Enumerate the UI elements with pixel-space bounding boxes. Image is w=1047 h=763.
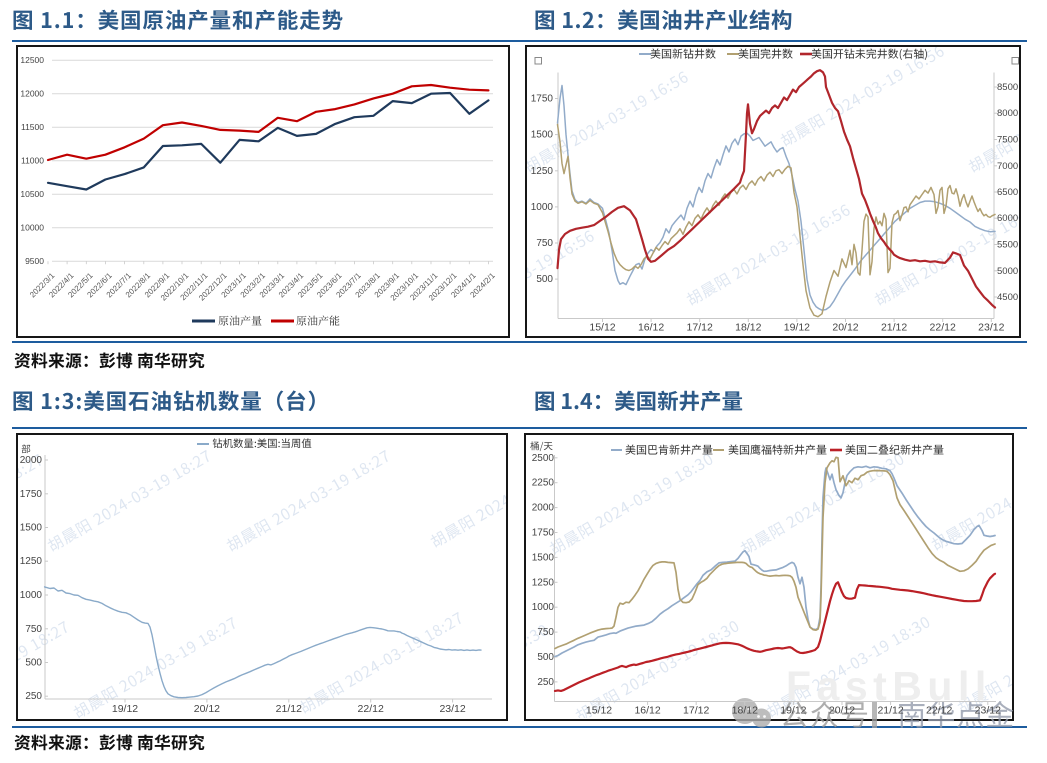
svg-text:20/12: 20/12 [832,321,858,333]
svg-text:16/12: 16/12 [638,321,664,333]
svg-text:19/12: 19/12 [112,703,138,715]
svg-text:1000: 1000 [532,602,555,613]
svg-text:1750: 1750 [531,93,554,104]
svg-text:17/12: 17/12 [687,321,713,333]
svg-text:6500: 6500 [997,187,1018,198]
svg-text:22/12: 22/12 [358,703,384,715]
svg-text:1000: 1000 [20,590,43,601]
svg-text:22/12: 22/12 [926,705,952,717]
svg-text:1250: 1250 [20,556,43,567]
svg-text:19/12: 19/12 [780,705,806,717]
svg-text:11000: 11000 [21,155,44,165]
svg-text:23/12: 23/12 [978,321,1004,333]
svg-text:17/12: 17/12 [683,705,709,717]
svg-text:22/12: 22/12 [930,321,956,333]
svg-text:16/12: 16/12 [634,705,660,717]
svg-text:750: 750 [536,238,553,249]
svg-text:21/12: 21/12 [881,321,907,333]
svg-text:1500: 1500 [20,523,43,534]
svg-text:23/12: 23/12 [439,703,465,715]
svg-text:250: 250 [25,691,42,702]
svg-text:7000: 7000 [997,160,1018,171]
svg-text:750: 750 [25,624,42,635]
svg-text:9500: 9500 [25,256,44,266]
svg-text:15/12: 15/12 [589,321,615,333]
svg-text:6000: 6000 [997,213,1018,224]
svg-text:8500: 8500 [997,82,1018,93]
svg-text:12500: 12500 [20,55,44,65]
svg-text:20/12: 20/12 [829,705,855,717]
svg-text:18/12: 18/12 [732,705,758,717]
svg-text:8000: 8000 [997,108,1018,119]
svg-text:21/12: 21/12 [276,703,302,715]
svg-text:750: 750 [537,627,554,638]
svg-text:10000: 10000 [20,222,44,232]
svg-text:500: 500 [25,658,42,669]
svg-text:23/12: 23/12 [975,705,1001,717]
svg-text:2000: 2000 [532,503,555,514]
svg-text:5000: 5000 [997,265,1018,276]
svg-text:18/12: 18/12 [735,321,761,333]
svg-text:20/12: 20/12 [194,703,220,715]
svg-text:11500: 11500 [21,122,44,132]
svg-text:1500: 1500 [531,129,554,140]
svg-text:1750: 1750 [20,489,43,500]
svg-text:19/12: 19/12 [784,321,810,333]
svg-text:15/12: 15/12 [586,705,612,717]
svg-text:21/12: 21/12 [877,705,903,717]
svg-text:4500: 4500 [997,292,1018,303]
svg-text:500: 500 [537,652,554,663]
svg-text:2250: 2250 [532,478,555,489]
svg-text:1250: 1250 [531,165,554,176]
svg-text:7500: 7500 [997,134,1018,145]
svg-text:10500: 10500 [20,189,44,199]
svg-text:1500: 1500 [532,552,555,563]
svg-text:1750: 1750 [532,528,555,539]
svg-text:1000: 1000 [531,201,554,212]
svg-text:500: 500 [536,274,553,285]
svg-text:250: 250 [537,677,554,688]
svg-text:5500: 5500 [997,239,1018,250]
svg-text:2500: 2500 [532,453,555,464]
svg-text:12000: 12000 [20,88,44,98]
svg-text:1250: 1250 [532,577,555,588]
svg-text:2000: 2000 [20,455,43,466]
